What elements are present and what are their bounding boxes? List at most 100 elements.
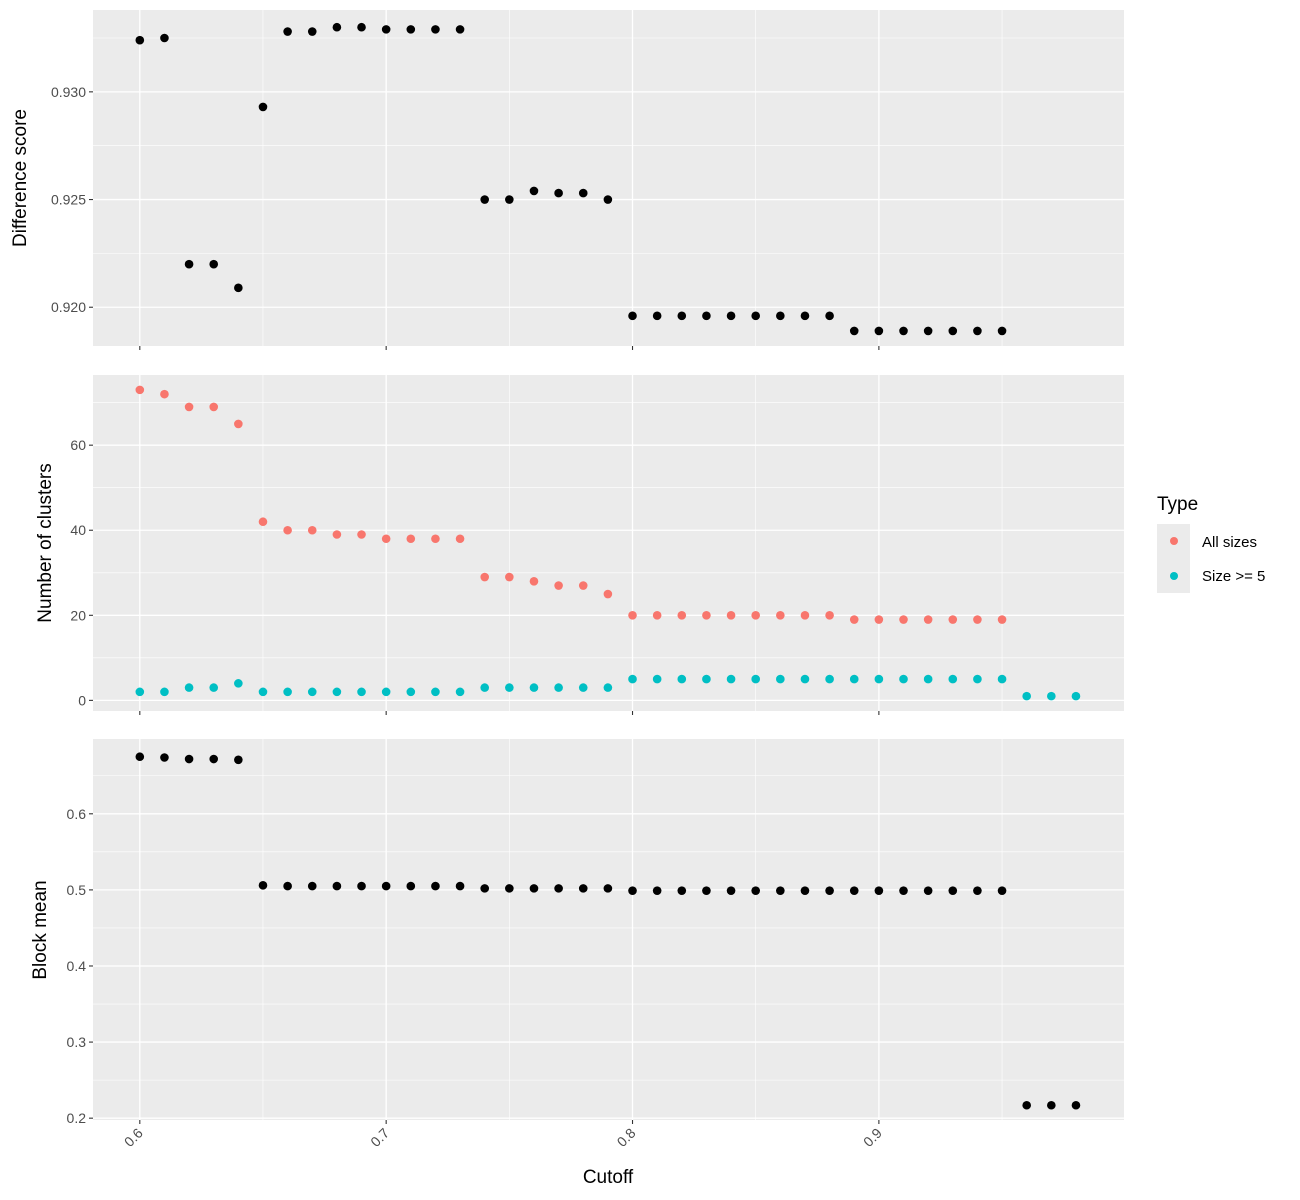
x-tick-label: 0.9: [860, 1125, 885, 1150]
point-difference-score: [455, 25, 465, 34]
y-tick-label-difference-score: 0.930: [51, 84, 86, 100]
point-difference-score: [406, 25, 416, 34]
point-block-mean: [406, 881, 416, 891]
point-all-sizes: [973, 615, 982, 624]
point-size-5: [283, 687, 292, 697]
panel-bottom-background: [93, 739, 1124, 1120]
point-size-5: [849, 674, 859, 684]
point-all-sizes: [455, 534, 465, 544]
point-size-5: [652, 674, 662, 684]
point-difference-score: [505, 195, 514, 204]
point-size-5: [948, 674, 958, 684]
y-tick-label-block-mean: 0.2: [67, 1110, 87, 1126]
point-difference-score: [997, 326, 1007, 336]
point-all-sizes: [677, 611, 687, 620]
point-block-mean: [997, 886, 1007, 895]
point-size-5: [135, 687, 145, 697]
point-size-5: [480, 683, 490, 692]
point-size-5: [578, 683, 588, 692]
point-all-sizes: [406, 534, 416, 544]
point-difference-score: [529, 186, 539, 196]
point-size-5: [776, 674, 785, 684]
point-size-5: [1022, 691, 1031, 701]
point-all-sizes: [480, 572, 490, 582]
point-difference-score: [135, 35, 145, 45]
x-axis-title-cutoff: Cutoff: [583, 1167, 634, 1188]
y-tick-label-number-of-clusters: 20: [70, 607, 86, 623]
point-block-mean: [431, 881, 440, 891]
point-block-mean: [899, 886, 908, 895]
point-difference-score: [209, 259, 219, 269]
point-size-5: [825, 674, 834, 684]
point-difference-score: [800, 311, 810, 321]
point-all-sizes: [726, 611, 736, 620]
y-tick-label-number-of-clusters: 40: [70, 522, 86, 538]
point-block-mean: [307, 881, 317, 891]
point-block-mean: [283, 881, 292, 891]
point-block-mean: [505, 884, 514, 893]
point-size-5: [677, 674, 687, 684]
point-size-5: [529, 683, 539, 692]
point-all-sizes: [234, 419, 243, 429]
point-all-sizes: [628, 611, 637, 620]
point-difference-score: [578, 188, 588, 198]
point-difference-score: [899, 326, 908, 336]
point-size-5: [234, 679, 243, 688]
point-difference-score: [554, 188, 563, 198]
point-size-5: [874, 674, 884, 684]
panel-middle-background: [93, 375, 1124, 711]
panel-top-background: [93, 10, 1124, 346]
point-size-5: [899, 674, 908, 684]
point-difference-score: [283, 27, 292, 36]
point-difference-score: [652, 311, 662, 321]
point-difference-score: [702, 311, 711, 321]
point-block-mean: [652, 886, 662, 895]
point-size-5: [184, 683, 194, 692]
y-tick-label-block-mean: 0.5: [67, 882, 87, 898]
point-difference-score: [825, 311, 834, 321]
point-difference-score: [628, 311, 637, 321]
point-block-mean: [357, 881, 366, 891]
point-difference-score: [258, 102, 268, 112]
point-block-mean: [849, 886, 859, 895]
point-difference-score: [160, 33, 169, 43]
point-size-5: [406, 687, 416, 697]
point-block-mean: [702, 886, 711, 895]
point-block-mean: [628, 886, 637, 895]
point-all-sizes: [381, 534, 391, 544]
point-size-5: [997, 674, 1007, 684]
point-block-mean: [1022, 1100, 1031, 1110]
point-all-sizes: [899, 615, 908, 624]
point-block-mean: [234, 755, 243, 765]
legend-title: Type: [1157, 494, 1198, 515]
y-tick-labels: 0.920 0.925 0.930 0 20 40 60 0.2 0.3 0.4 0.5 0.6: [51, 84, 86, 1126]
point-all-sizes: [849, 615, 859, 624]
point-all-sizes: [184, 402, 194, 412]
legend-label-all-sizes: All sizes: [1202, 534, 1257, 551]
point-size-5: [923, 674, 933, 684]
point-difference-score: [357, 22, 366, 32]
point-all-sizes: [702, 611, 711, 620]
point-block-mean: [800, 886, 810, 895]
point-block-mean: [923, 886, 933, 895]
point-block-mean: [135, 752, 145, 762]
point-difference-score: [234, 283, 243, 293]
legend: Type All sizes Size >= 5: [1157, 494, 1265, 593]
point-difference-score: [973, 326, 982, 336]
legend-label-size-ge-5: Size >= 5: [1202, 568, 1265, 585]
x-tick-label: 0.8: [614, 1125, 639, 1150]
point-size-5: [258, 687, 268, 697]
point-all-sizes: [258, 517, 268, 527]
point-block-mean: [948, 886, 958, 895]
point-size-5: [603, 683, 613, 692]
axis-ticks: [89, 91, 880, 1124]
point-size-5: [554, 683, 563, 692]
point-block-mean: [554, 884, 563, 893]
y-tick-label-number-of-clusters: 60: [70, 437, 86, 453]
point-size-5: [505, 683, 514, 692]
point-difference-score: [726, 311, 736, 321]
point-block-mean: [529, 884, 539, 893]
point-difference-score: [480, 195, 490, 204]
point-block-mean: [776, 886, 785, 895]
point-difference-score: [603, 195, 613, 204]
